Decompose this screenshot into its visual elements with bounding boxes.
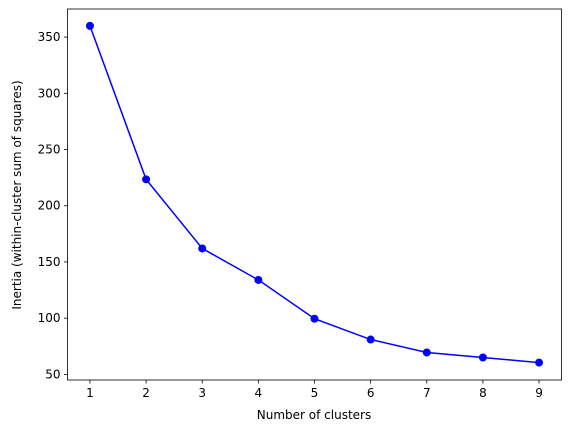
x-tick-label: 8 (479, 386, 487, 400)
point (478, 353, 487, 362)
point (310, 314, 319, 323)
point (85, 21, 94, 30)
x-tick-label: 3 (198, 386, 206, 400)
point (198, 244, 207, 253)
x-tick-label: 5 (311, 386, 319, 400)
x-axis-label: Number of clusters (257, 408, 371, 422)
x-tick-label: 6 (367, 386, 375, 400)
point (366, 335, 375, 344)
y-tick-label: 200 (38, 199, 61, 213)
series-line (89, 25, 540, 364)
point (422, 348, 431, 357)
y-tick-label: 150 (38, 255, 61, 269)
x-tick-label: 9 (535, 386, 543, 400)
y-tick-label: 50 (45, 367, 60, 381)
x-tick-label: 1 (86, 386, 94, 400)
x-tick-label: 7 (423, 386, 431, 400)
point (142, 175, 151, 184)
y-tick-label: 300 (38, 86, 61, 100)
point (535, 358, 544, 367)
y-tick-label: 250 (38, 143, 61, 157)
plot-frame (67, 8, 562, 381)
x-tick-label: 4 (255, 386, 263, 400)
y-axis-label: Inertia (within-cluster sum of squares) (10, 80, 24, 309)
y-tick-label: 100 (38, 311, 61, 325)
y-tick-label: 350 (38, 30, 61, 44)
point (254, 275, 263, 284)
x-tick-label: 2 (142, 386, 150, 400)
